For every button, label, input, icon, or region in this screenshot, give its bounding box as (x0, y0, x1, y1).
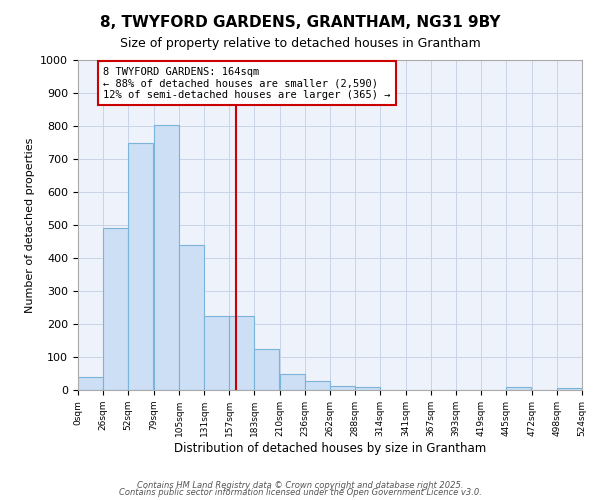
Bar (254, 349, 279, 390)
Bar (154, 126, 179, 390)
Bar (128, 143, 153, 390)
Text: 8 TWYFORD GARDENS: 164sqm
← 88% of detached houses are smaller (2,590)
12% of se: 8 TWYFORD GARDENS: 164sqm ← 88% of detac… (103, 66, 391, 100)
Bar (179, 245, 204, 390)
Bar (557, 388, 582, 390)
Bar (305, 381, 330, 390)
Bar (330, 386, 355, 390)
Text: 8, TWYFORD GARDENS, GRANTHAM, NG31 9BY: 8, TWYFORD GARDENS, GRANTHAM, NG31 9BY (100, 15, 500, 30)
X-axis label: Distribution of detached houses by size in Grantham: Distribution of detached houses by size … (174, 442, 486, 454)
Bar (229, 316, 254, 390)
Text: Contains public sector information licensed under the Open Government Licence v3: Contains public sector information licen… (119, 488, 481, 497)
Bar (103, 228, 128, 390)
Bar (78, 377, 103, 390)
Text: Contains HM Land Registry data © Crown copyright and database right 2025.: Contains HM Land Registry data © Crown c… (137, 480, 463, 490)
Bar (506, 386, 531, 390)
Y-axis label: Number of detached properties: Number of detached properties (25, 138, 35, 312)
Text: Size of property relative to detached houses in Grantham: Size of property relative to detached ho… (119, 38, 481, 51)
Bar (204, 316, 229, 390)
Bar (280, 374, 305, 390)
Bar (355, 388, 380, 390)
